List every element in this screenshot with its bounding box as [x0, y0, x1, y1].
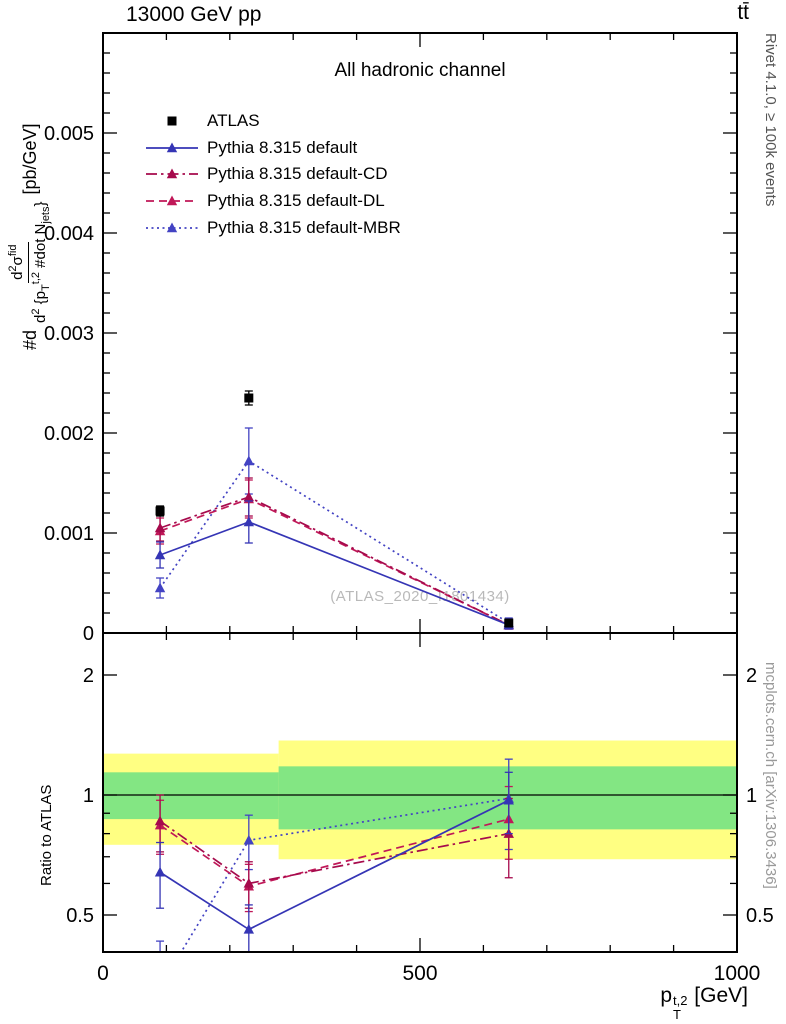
svg-text:0.005: 0.005: [44, 123, 94, 145]
svg-text:0.5: 0.5: [66, 905, 94, 927]
x-axis-label: p t,2 T [GeV]: [660, 984, 748, 1022]
process-label: tt̄: [737, 1, 749, 24]
svg-text:500: 500: [402, 962, 437, 985]
x-label-subsup: t,2 T: [673, 993, 688, 1022]
y-label-units: [pb/GeV]: [19, 123, 40, 195]
svg-text:0.004: 0.004: [44, 223, 94, 245]
svg-text:0.001: 0.001: [44, 523, 94, 545]
channel-title: All hadronic channel: [334, 60, 506, 81]
svg-text:0.5: 0.5: [746, 905, 774, 927]
legend-sample-3: [146, 195, 198, 206]
series-main-3: [154, 479, 514, 630]
svg-text:2: 2: [83, 665, 94, 687]
series-ratio-1: [154, 771, 514, 952]
legend-sample-4: [146, 222, 198, 233]
analysis-watermark: (ATLAS_2020_I1801434): [330, 588, 510, 605]
legend-sample-0: [167, 116, 177, 126]
legend-label-default-cd: Pythia 8.315 default-CD: [207, 164, 388, 183]
beam-energy-label: 13000 GeV pp: [126, 3, 262, 26]
main-panel-border: [102, 32, 738, 634]
svg-text:1000: 1000: [714, 962, 761, 985]
svg-text:1: 1: [83, 785, 94, 807]
series-main-4: [154, 427, 514, 629]
legend-sample-2: [146, 168, 198, 179]
svg-text:0.003: 0.003: [44, 323, 94, 345]
svg-text:0: 0: [83, 623, 94, 645]
y-axis-fraction: d2σfid d2 {pTt,2 #dot Njets}: [7, 201, 52, 323]
svg-text:1: 1: [746, 785, 757, 807]
legend-label-default-dl: Pythia 8.315 default-DL: [207, 191, 385, 210]
legend-label-default: Pythia 8.315 default: [207, 138, 358, 157]
svg-text:0: 0: [97, 962, 109, 985]
legend-sample-1: [146, 142, 198, 153]
legend-label-default-mbr: Pythia 8.315 default-MBR: [207, 218, 401, 237]
ratio-uncertainty-bands: [103, 740, 737, 860]
legend-label-atlas: ATLAS: [207, 111, 260, 130]
y-label-prefix: #d: [19, 329, 40, 350]
ratio-panel-border: [102, 632, 738, 953]
series-main-1: [154, 500, 514, 630]
series-main-0: [155, 390, 514, 628]
tick-labels: 0 500 1000 0 0.001 0.002 0.003 0.004 0.005 0.5 0.5…: [44, 123, 774, 985]
svg-text:2: 2: [746, 665, 757, 687]
svg-text:0.002: 0.002: [44, 423, 94, 445]
